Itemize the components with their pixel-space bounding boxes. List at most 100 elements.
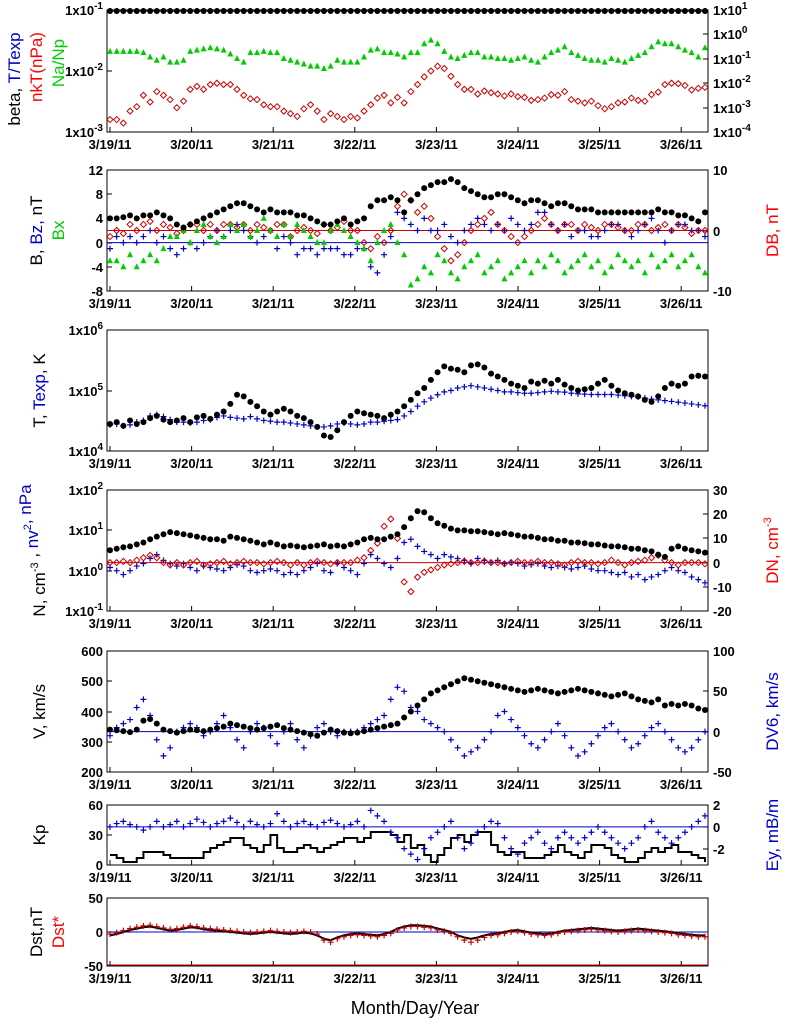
series-T-point bbox=[568, 384, 575, 391]
series-NaNp-point bbox=[240, 58, 247, 65]
series-nkTnPa-point bbox=[554, 91, 562, 99]
series-Ey-point bbox=[681, 829, 688, 836]
series-nkTnPa-point bbox=[667, 79, 676, 87]
series-B-point bbox=[107, 215, 113, 222]
series-Bz-point bbox=[387, 233, 394, 240]
panel-kp-xtick-label: 3/19/11 bbox=[89, 870, 132, 885]
series-DN-point bbox=[453, 558, 462, 567]
series-nv2-point bbox=[474, 555, 481, 562]
series-N-point bbox=[675, 543, 682, 550]
panel-imf-ytick-label: 8 bbox=[96, 187, 103, 202]
series-Texp-point bbox=[441, 388, 448, 395]
series-V bbox=[107, 675, 708, 739]
series-Dst-point bbox=[274, 928, 281, 935]
series-V-point bbox=[621, 690, 628, 697]
series-nv2-point bbox=[661, 567, 668, 574]
series-Dst-point bbox=[381, 932, 388, 939]
series-DV6-point bbox=[107, 732, 113, 739]
series-V-point bbox=[354, 729, 361, 736]
series-B-point bbox=[514, 197, 521, 204]
series-nv2-point bbox=[254, 569, 261, 576]
series-Dst-point bbox=[528, 931, 535, 938]
series-V-point bbox=[681, 700, 688, 707]
series-DB-point bbox=[460, 238, 469, 247]
series-V-point bbox=[541, 687, 548, 694]
series-T-point bbox=[180, 415, 187, 422]
series-N-point bbox=[635, 545, 642, 552]
series-Ey-point bbox=[441, 823, 448, 830]
series-nv2-point bbox=[374, 555, 381, 562]
series-DN-point bbox=[213, 558, 221, 567]
series-N-point bbox=[407, 515, 414, 522]
series-Dst-point bbox=[702, 933, 708, 940]
series-B-point bbox=[447, 176, 454, 183]
series-Bz-point bbox=[227, 227, 234, 234]
series-DB-point bbox=[694, 226, 703, 235]
series-Bx-point bbox=[167, 233, 174, 240]
series-nkTnPa-point bbox=[694, 84, 703, 93]
series-beta-point bbox=[381, 8, 388, 14]
series-Ey-point bbox=[488, 818, 495, 825]
series-V-point bbox=[260, 725, 267, 732]
series-nkTnPa-point bbox=[400, 99, 408, 107]
series-DN-point bbox=[527, 558, 535, 567]
series-Texp-point bbox=[447, 387, 454, 394]
series-Bz-point bbox=[133, 239, 140, 246]
series-N-point bbox=[227, 533, 234, 540]
series-Ey-point bbox=[447, 818, 454, 825]
series-DV6-point bbox=[140, 696, 147, 703]
series-NaNp-point bbox=[193, 46, 200, 53]
series-Texp-point bbox=[354, 421, 361, 428]
panel-imf-ylabel: B, Bz, nT bbox=[27, 196, 46, 266]
series-DB-point bbox=[293, 226, 301, 235]
series-V-point bbox=[534, 685, 541, 692]
series-V-point bbox=[387, 722, 394, 729]
series-nkTnPa-point bbox=[313, 107, 321, 115]
series-DN-point bbox=[179, 561, 188, 569]
series-B-point bbox=[113, 215, 120, 222]
series-DN-point bbox=[266, 558, 275, 567]
series-beta-point bbox=[260, 8, 267, 14]
panel-temp-xtick-label: 3/20/11 bbox=[170, 456, 213, 471]
series-DN-point bbox=[326, 560, 335, 568]
panel-kp-xtick-label: 3/25/11 bbox=[578, 870, 621, 885]
series-Ey-point bbox=[655, 829, 662, 836]
series-N-point bbox=[153, 533, 160, 540]
series-beta-point bbox=[207, 8, 214, 14]
series-Ey-point bbox=[641, 823, 648, 830]
panel-kp-ylabel-right-text: Ey, mB/m bbox=[763, 799, 782, 871]
panel-kp-xtick-label: 3/24/11 bbox=[497, 870, 540, 885]
panel-dst-xtick-label: 3/20/11 bbox=[170, 971, 213, 986]
series-beta-point bbox=[247, 8, 254, 14]
series-V-point bbox=[367, 726, 374, 733]
series-nkTnPa-point bbox=[413, 80, 422, 89]
series-NaNp-point bbox=[468, 49, 475, 56]
series-NaNp-point bbox=[367, 46, 374, 53]
series-beta-point bbox=[213, 8, 220, 14]
series-Dst-point bbox=[655, 929, 662, 935]
series-DN-point bbox=[206, 560, 214, 568]
panel-beta-xtick-label: 3/21/11 bbox=[252, 137, 295, 152]
series-Bx-point bbox=[193, 227, 200, 233]
panel-dens-xtick-label: 3/21/11 bbox=[252, 616, 295, 631]
series-T-point bbox=[574, 387, 581, 394]
series-B-point bbox=[247, 203, 254, 210]
series-NaNp-point bbox=[401, 53, 408, 60]
series-Bx-point bbox=[307, 233, 314, 240]
series-T-point bbox=[354, 408, 361, 415]
series-Bx-point bbox=[220, 233, 227, 240]
series-Bx-point bbox=[441, 257, 448, 264]
series-Bz-point bbox=[668, 227, 675, 234]
series-DV6-point bbox=[688, 744, 695, 751]
series-N-point bbox=[300, 544, 307, 551]
series-beta-point bbox=[528, 8, 535, 14]
series-Ey-point bbox=[648, 818, 655, 825]
series-nv2-point bbox=[327, 569, 334, 576]
series-T-point bbox=[675, 382, 682, 389]
series-Dst-point bbox=[661, 929, 668, 936]
series-NaNp-point bbox=[387, 49, 394, 56]
series-V-point bbox=[213, 725, 220, 732]
panel-dens-ytick-label: 1x10-1 bbox=[65, 602, 103, 619]
panel-imf-ytick-right-label: 10 bbox=[713, 163, 727, 178]
panel-kp-ytick-right-label: 2 bbox=[713, 798, 720, 813]
